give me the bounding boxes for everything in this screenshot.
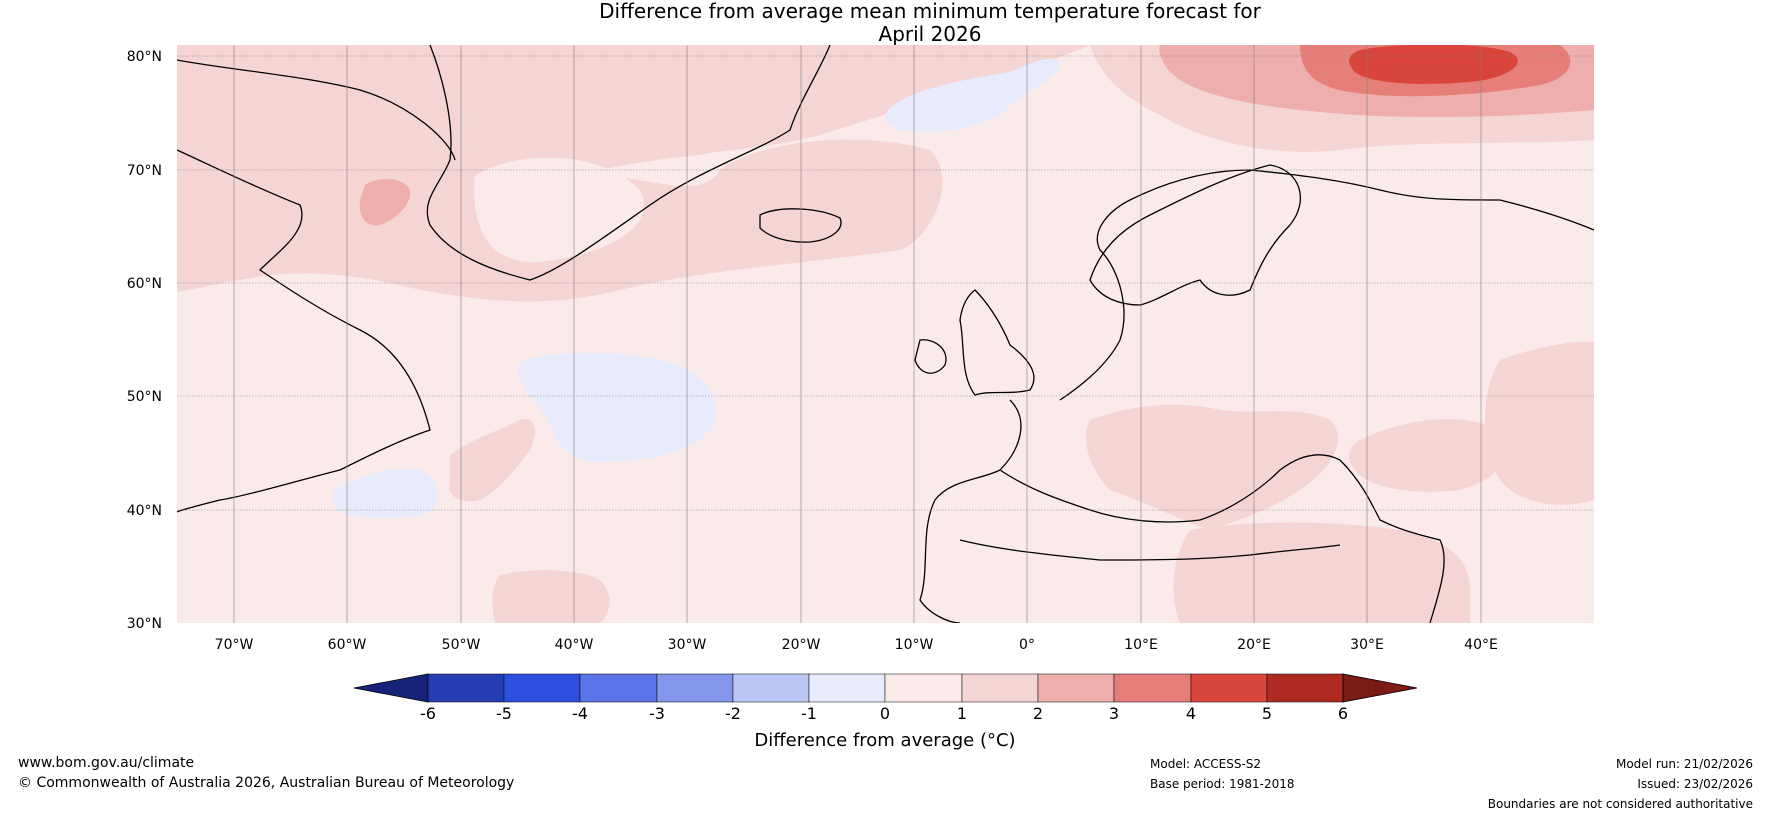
anomaly-region-arctic-4 bbox=[1349, 45, 1518, 84]
lon-label-20e: 20°E bbox=[1237, 637, 1271, 653]
map-title-line2: April 2026 bbox=[878, 22, 982, 46]
lat-label-30n: 30°N bbox=[127, 616, 162, 632]
anomaly-region-cool-1 bbox=[885, 58, 1060, 132]
lat-label-70n: 70°N bbox=[127, 163, 162, 179]
lon-label-10w: 10°W bbox=[895, 637, 934, 653]
anomaly-region-cool-2 bbox=[518, 352, 716, 462]
colorbar-segment-2 bbox=[503, 673, 581, 703]
coastline-iceland bbox=[759, 208, 842, 243]
colorbar-segment-3 bbox=[579, 673, 658, 703]
anomaly-region-east bbox=[1485, 341, 1594, 505]
colorbar-extend-high bbox=[1342, 673, 1418, 703]
footer-base-period: Base period: 1981-2018 bbox=[1150, 777, 1295, 791]
colorbar-tick-2: 2 bbox=[1033, 704, 1043, 723]
colorbar-tick-neg2: -2 bbox=[725, 704, 741, 723]
lon-label-30w: 30°W bbox=[668, 637, 707, 653]
anomaly-region-nw bbox=[177, 140, 246, 263]
map-title: Difference from average mean minimum tem… bbox=[0, 0, 1770, 46]
lat-label-40n: 40°N bbox=[127, 503, 162, 519]
colorbar-tick-0: 0 bbox=[880, 704, 890, 723]
lon-label-60w: 60°W bbox=[328, 637, 367, 653]
colorbar-tick-neg1: -1 bbox=[801, 704, 817, 723]
lon-label-70w: 70°W bbox=[215, 637, 254, 653]
colorbar-tick-4: 4 bbox=[1186, 704, 1196, 723]
colorbar-segment-1 bbox=[427, 673, 505, 703]
coastline-canada bbox=[177, 59, 456, 513]
lat-label-80n: 80°N bbox=[127, 49, 162, 65]
map-gridlines bbox=[177, 45, 1594, 623]
colorbar-tick-neg3: -3 bbox=[649, 704, 665, 723]
map-plot-area bbox=[177, 45, 1594, 623]
lon-label-40w: 40°W bbox=[555, 637, 594, 653]
colorbar-segment-9 bbox=[1037, 673, 1115, 703]
coastline-greenland bbox=[426, 45, 831, 281]
footer-issued: Issued: 23/02/2026 bbox=[1637, 777, 1753, 791]
footer-disclaimer: Boundaries are not considered authoritat… bbox=[1487, 797, 1753, 811]
colorbar: -6 -5 -4 -3 -2 -1 0 1 2 3 4 5 6 Differen… bbox=[353, 673, 1418, 751]
latitude-labels: 80°N 70°N 60°N 50°N 40°N 30°N bbox=[127, 49, 162, 632]
anomaly-region-mid-atlantic bbox=[449, 419, 536, 502]
map-title-line1: Difference from average mean minimum tem… bbox=[599, 0, 1261, 23]
lat-label-60n: 60°N bbox=[127, 276, 162, 292]
coastline-scandinavia bbox=[1089, 164, 1301, 306]
colorbar-tick-neg6: -6 bbox=[420, 704, 436, 723]
anomaly-region-north-atlantic-inner bbox=[474, 157, 644, 263]
lon-label-10e: 10°E bbox=[1124, 637, 1158, 653]
colorbar-tick-6: 6 bbox=[1338, 704, 1348, 723]
coastline-europe bbox=[919, 169, 1594, 623]
lon-label-50w: 50°W bbox=[442, 637, 481, 653]
lat-label-50n: 50°N bbox=[127, 389, 162, 405]
colorbar-tick-neg4: -4 bbox=[572, 704, 588, 723]
anomaly-region-mediterranean bbox=[1086, 404, 1339, 530]
coastline-uk bbox=[914, 289, 1035, 396]
colorbar-segment-10 bbox=[1113, 673, 1192, 703]
colorbar-tick-5: 5 bbox=[1262, 704, 1272, 723]
colorbar-segment-4 bbox=[656, 673, 734, 703]
anomaly-region-hudson bbox=[359, 178, 411, 226]
lon-label-0: 0° bbox=[1019, 637, 1035, 653]
colorbar-title: Difference from average (°C) bbox=[754, 730, 1015, 751]
colorbar-segment-7 bbox=[884, 673, 963, 703]
colorbar-tick-1: 1 bbox=[957, 704, 967, 723]
anomaly-region-black-sea bbox=[1348, 419, 1508, 492]
colorbar-segment-12 bbox=[1266, 673, 1344, 703]
longitude-labels: 70°W 60°W 50°W 40°W 30°W 20°W 10°W 0° 10… bbox=[215, 637, 1498, 653]
footer-website: www.bom.gov.au/climate bbox=[18, 755, 195, 771]
footer-copyright: © Commonwealth of Australia 2026, Austra… bbox=[18, 775, 515, 791]
colorbar-segment-8 bbox=[961, 673, 1039, 703]
colorbar-extend-low bbox=[353, 673, 429, 703]
footer-model: Model: ACCESS-S2 bbox=[1150, 757, 1262, 771]
colorbar-segment-11 bbox=[1190, 673, 1268, 703]
anomaly-region-north-africa bbox=[1173, 522, 1470, 623]
colorbar-segment-5 bbox=[732, 673, 810, 703]
anomaly-region-sw bbox=[492, 570, 610, 623]
lon-label-40e: 40°E bbox=[1464, 637, 1498, 653]
coastlines bbox=[177, 45, 1594, 623]
lon-label-30e: 30°E bbox=[1350, 637, 1384, 653]
footer-model-run: Model run: 21/02/2026 bbox=[1615, 757, 1753, 771]
colorbar-tick-neg5: -5 bbox=[496, 704, 512, 723]
anomaly-region-cool-3 bbox=[332, 468, 439, 519]
colorbar-segment-6 bbox=[808, 673, 886, 703]
colorbar-tick-3: 3 bbox=[1109, 704, 1119, 723]
anomaly-region-north-atlantic bbox=[177, 45, 1090, 302]
lon-label-20w: 20°W bbox=[782, 637, 821, 653]
coastline-mediterranean bbox=[959, 454, 1445, 623]
